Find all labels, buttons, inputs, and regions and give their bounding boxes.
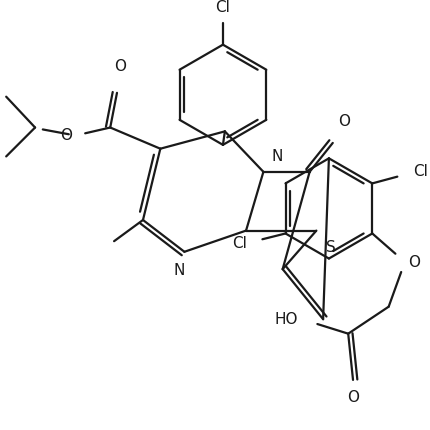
Text: HO: HO bbox=[274, 312, 298, 327]
Text: S: S bbox=[325, 240, 335, 255]
Text: O: O bbox=[114, 58, 126, 74]
Text: Cl: Cl bbox=[412, 164, 427, 179]
Text: O: O bbox=[60, 128, 71, 143]
Text: N: N bbox=[270, 149, 282, 164]
Text: Cl: Cl bbox=[215, 0, 230, 15]
Text: Cl: Cl bbox=[232, 236, 246, 251]
Text: O: O bbox=[346, 390, 358, 405]
Text: N: N bbox=[173, 263, 185, 278]
Text: O: O bbox=[338, 114, 350, 129]
Text: O: O bbox=[407, 255, 419, 270]
